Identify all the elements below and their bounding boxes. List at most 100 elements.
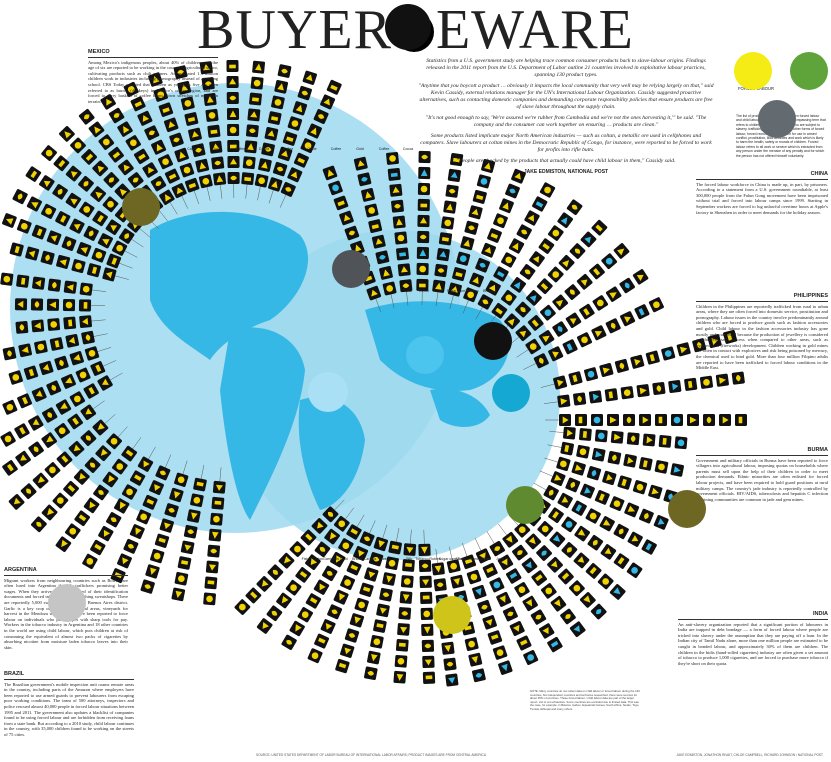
region-mexico: MEXICO Among Mexico's indigenous peoples… [88, 49, 218, 104]
africa-product-icon [359, 531, 375, 547]
asia-product-icon [591, 325, 607, 341]
asia-product-icon [469, 272, 484, 288]
americas-product-icon [46, 230, 62, 246]
africa-product-icon [266, 605, 283, 622]
asia-product-icon [396, 247, 409, 261]
americas-product-icon [272, 161, 288, 177]
africa-product-icon [382, 572, 396, 586]
americas-product-icon [201, 77, 215, 91]
americas-product-icon [68, 440, 85, 457]
americas-product-icon [41, 203, 57, 219]
americas-product-icon [112, 458, 128, 475]
americas-product-icon [97, 233, 113, 249]
africa-product-icon [234, 599, 251, 615]
americas-product-icon [137, 110, 153, 126]
asia-product-icon [548, 346, 564, 362]
bottom-product-label: Tobacco [415, 557, 428, 561]
region-burma-text: Government and military officials in Bur… [696, 457, 828, 502]
americas-product-icon [108, 107, 125, 124]
americas-product-icon [227, 139, 240, 153]
asia-product-icon [654, 460, 669, 474]
asia-product-icon [613, 243, 630, 259]
asia-product-icon [514, 521, 531, 538]
americas-product-icon [125, 135, 141, 151]
americas-product-icon [198, 174, 213, 189]
americas-product-icon [169, 487, 184, 503]
americas-product-icon [9, 242, 24, 257]
asia-product-icon [590, 603, 607, 620]
africa-product-icon [388, 540, 402, 555]
americas-product-icon [93, 484, 109, 501]
americas-product-icon [63, 316, 77, 330]
africa-product-icon [418, 559, 432, 573]
americas-product-icon [171, 587, 186, 602]
africa-product-icon [420, 607, 433, 621]
americas-product-icon [183, 524, 198, 539]
asia-product-icon [527, 315, 544, 331]
americas-product-icon [254, 173, 269, 188]
asia-product-icon [547, 266, 564, 283]
asia-product-icon [502, 531, 519, 548]
americas-product-icon [49, 337, 64, 351]
americas-product-icon [287, 116, 303, 131]
asia-product-icon [441, 216, 455, 230]
americas-product-icon [14, 298, 28, 311]
americas-product-icon [47, 318, 61, 331]
americas-product-icon [247, 108, 261, 122]
americas-product-icon [63, 280, 77, 294]
asia-product-icon [684, 377, 698, 391]
americas-product-icon [203, 592, 216, 606]
americas-product-icon [17, 393, 33, 409]
americas-product-icon [98, 525, 114, 542]
asia-product-icon [497, 554, 514, 570]
americas-product-icon [164, 168, 180, 184]
americas-product-icon [80, 430, 97, 446]
americas-product-icon [226, 75, 239, 89]
americas-product-icon [83, 225, 99, 241]
asia-product-icon [619, 277, 635, 294]
asia-product-icon [610, 430, 624, 444]
africa-product-icon [395, 638, 409, 652]
americas-product-icon [52, 492, 69, 509]
africa-product-icon [267, 564, 284, 581]
africa-product-icon [354, 597, 369, 613]
olive-dot-burma [668, 490, 706, 528]
asia-product-icon [613, 553, 630, 569]
asia-product-icon [539, 623, 555, 639]
top-product-label: Coffee [331, 147, 342, 151]
bottom-product-label: Rubies [429, 557, 440, 561]
asia-product-icon [505, 183, 520, 199]
asia-product-icon [456, 251, 471, 266]
americas-product-icon [267, 111, 282, 125]
americas-product-icon [205, 560, 219, 574]
asia-product-icon [394, 231, 408, 245]
africa-product-icon [307, 648, 323, 664]
asia-product-icon [594, 429, 608, 443]
light-blue-dot [406, 336, 444, 374]
africa-product-icon [419, 575, 432, 589]
asia-product-icon [386, 151, 399, 165]
americas-product-icon [227, 155, 240, 169]
americas-product-icon [277, 64, 292, 78]
americas-product-icon [16, 218, 32, 234]
africa-product-icon [330, 551, 346, 568]
americas-product-icon [67, 413, 83, 430]
asia-product-icon [604, 388, 618, 402]
americas-product-icon [177, 556, 192, 570]
americas-product-icon [65, 333, 80, 348]
intro-p3: "It's not good enough to say, 'We're ass… [425, 115, 707, 128]
americas-product-icon [83, 383, 99, 399]
asia-product-icon [549, 531, 566, 548]
africa-product-icon [285, 579, 302, 596]
asia-product-icon [703, 414, 715, 426]
asia-product-icon [482, 562, 498, 578]
region-burma: BURMA Government and military officials … [696, 447, 828, 502]
asia-product-icon [443, 200, 457, 214]
asia-product-icon [579, 303, 595, 320]
green-dot [790, 52, 828, 90]
asia-product-icon [599, 516, 615, 532]
asia-product-icon [692, 338, 707, 353]
asia-product-icon [532, 196, 548, 212]
asia-product-icon [515, 325, 532, 342]
americas-product-icon [140, 579, 155, 594]
